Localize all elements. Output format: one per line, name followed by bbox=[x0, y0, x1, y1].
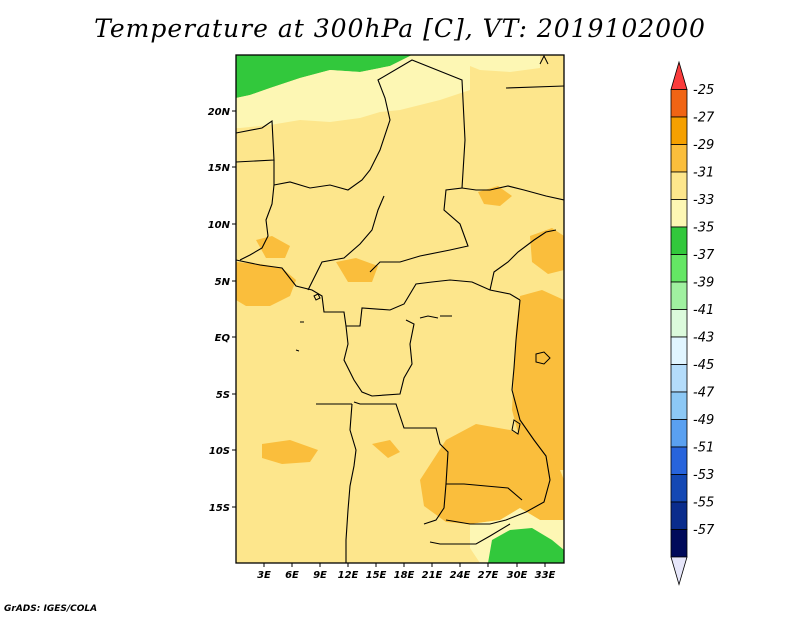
credit-text: GrADS: IGES/COLA bbox=[4, 604, 98, 614]
lon-label: 27E bbox=[478, 570, 499, 581]
lon-label: 24E bbox=[450, 570, 471, 581]
colorbar-label: -43 bbox=[693, 331, 714, 346]
colorbar-swatch bbox=[670, 529, 688, 558]
colorbar-swatch bbox=[670, 281, 688, 310]
lat-label: EQ bbox=[215, 333, 231, 344]
lakes bbox=[295, 54, 551, 435]
warm-region-east bbox=[512, 290, 564, 470]
lat-label: 5S bbox=[216, 390, 230, 401]
warm-region-gulf-guinea bbox=[236, 262, 296, 306]
colorbar-swatch bbox=[670, 116, 688, 145]
pale-patch-northeast bbox=[470, 55, 540, 72]
cold-region-north bbox=[236, 55, 412, 98]
colorbar bbox=[670, 60, 688, 586]
lon-label: 15E bbox=[366, 570, 387, 581]
colorbar-swatch bbox=[670, 419, 688, 448]
colorbar-label: -53 bbox=[693, 468, 714, 483]
country-borders bbox=[236, 59, 564, 563]
colorbar-label: -37 bbox=[693, 248, 715, 263]
colorbar-swatch bbox=[670, 254, 688, 283]
warm-patch-sudan bbox=[478, 186, 512, 206]
warm-patch-ethiopia bbox=[530, 228, 564, 274]
colorbar-swatch bbox=[670, 501, 688, 530]
colorbar-label: -41 bbox=[693, 303, 714, 318]
pale-band-north bbox=[236, 55, 470, 128]
lon-label: 6E bbox=[285, 570, 299, 581]
chart-title: Temperature at 300hPa [C], VT: 201910200… bbox=[94, 14, 706, 43]
colorbar-swatch bbox=[670, 309, 688, 338]
lon-tick-labels: 3E 6E 9E 12E 15E 18E 21E 24E 27E 30E 33E bbox=[257, 570, 555, 581]
lat-tick-labels: 20N 15N 10N 5N EQ 5S 10S 15S bbox=[208, 107, 231, 514]
colorbar-label: -55 bbox=[693, 496, 714, 511]
warm-patch-cameroon bbox=[256, 236, 290, 258]
colorbar-labels: -25 -27 -29 -31 -33 -35 -37 -39 -41 -43 -45 -47 -49 -… bbox=[693, 83, 715, 538]
colorbar-label: -27 bbox=[693, 111, 715, 126]
colorbar-swatch bbox=[670, 144, 688, 173]
colorbar-swatch bbox=[670, 474, 688, 503]
colorbar-label: -39 bbox=[693, 276, 714, 291]
lat-label: 15N bbox=[208, 163, 231, 174]
warm-patch-angola bbox=[262, 440, 318, 464]
lat-label: 5N bbox=[215, 277, 231, 288]
colorbar-label: -25 bbox=[693, 83, 714, 98]
warm-patch-congo bbox=[372, 440, 400, 458]
warm-patch-central bbox=[336, 258, 378, 282]
colorbar-label: -47 bbox=[693, 386, 715, 401]
colorbar-swatch bbox=[670, 199, 688, 228]
temperature-field bbox=[236, 55, 564, 563]
lon-label: 12E bbox=[338, 570, 359, 581]
colorbar-swatch bbox=[670, 89, 688, 118]
lon-label: 33E bbox=[535, 570, 556, 581]
colorbar-label: -57 bbox=[693, 523, 715, 538]
lon-label: 3E bbox=[257, 570, 271, 581]
colorbar-label: -31 bbox=[693, 166, 714, 181]
lat-label: 15S bbox=[209, 503, 230, 514]
lon-label: 21E bbox=[422, 570, 443, 581]
map-frame bbox=[235, 54, 565, 564]
lon-label: 9E bbox=[313, 570, 327, 581]
lat-label: 10S bbox=[209, 446, 230, 457]
colorbar-swatch bbox=[670, 391, 688, 420]
lon-ticks bbox=[263, 563, 546, 567]
lat-label: 10N bbox=[208, 220, 231, 231]
colorbar-label: -51 bbox=[693, 441, 714, 456]
colorbar-swatch bbox=[670, 446, 688, 475]
cold-region-south bbox=[488, 528, 564, 563]
lon-label: 30E bbox=[507, 570, 528, 581]
colorbar-label: -33 bbox=[693, 193, 714, 208]
lat-ticks bbox=[232, 110, 236, 508]
colorbar-label: -49 bbox=[693, 413, 714, 428]
lon-label: 18E bbox=[394, 570, 415, 581]
colorbar-arrow-top bbox=[670, 60, 688, 90]
colorbar-arrow-bottom bbox=[670, 556, 688, 586]
colorbar-label: -29 bbox=[693, 138, 714, 153]
colorbar-swatch bbox=[670, 336, 688, 365]
colorbar-swatch bbox=[670, 364, 688, 393]
colorbar-label: -35 bbox=[693, 221, 714, 236]
colorbar-swatch bbox=[670, 226, 688, 255]
colorbar-label: -45 bbox=[693, 358, 714, 373]
warm-region-south-central bbox=[420, 424, 564, 524]
lat-label: 20N bbox=[208, 107, 231, 118]
colorbar-swatch bbox=[670, 171, 688, 200]
